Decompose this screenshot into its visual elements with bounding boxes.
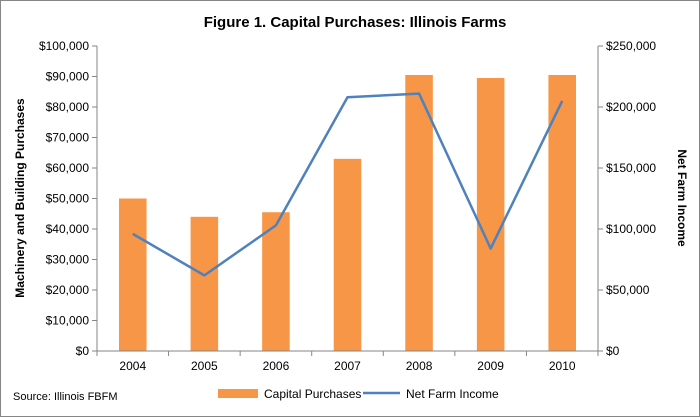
left-axis-ticks: $0 $10,000 $20,000 $30,000 $40,000 $50,000 $60… [39,39,89,358]
bar-2010 [548,74,576,351]
bars-capital-purchases [119,74,576,352]
right-tick-label: $0 [606,344,620,358]
left-tick-label: $80,000 [46,100,90,114]
left-tick-label: $60,000 [46,161,90,175]
bar-2008 [405,74,433,351]
x-tick-label: 2006 [263,359,290,373]
left-tick-label: $20,000 [46,283,90,297]
right-tick-label: $200,000 [606,100,656,114]
right-tick-label: $50,000 [606,283,650,297]
right-tick-label: $100,000 [606,222,656,236]
right-axis-ticks: $0 $50,000 $100,000 $150,000 $200,000 $250,00… [606,39,656,358]
legend-swatch-capital-purchases [218,389,258,398]
x-tick-label: 2007 [334,359,361,373]
left-tick-label: $10,000 [46,314,90,328]
left-tick-label: $90,000 [46,70,90,84]
x-tick-label: 2005 [191,359,218,373]
bar-2007 [333,158,362,351]
axes [92,45,603,356]
right-tick-label: $250,000 [606,39,656,53]
right-axis-title: Net Farm Income [675,149,689,247]
right-tick-label: $150,000 [606,161,656,175]
x-tick-label: 2004 [119,359,146,373]
x-tick-label: 2009 [477,359,504,373]
legend-label-capital-purchases: Capital Purchases [264,387,361,401]
left-tick-label: $30,000 [46,253,90,267]
left-tick-label: $50,000 [46,192,90,206]
bar-2006 [262,212,290,351]
x-tick-label: 2010 [549,359,576,373]
bar-2004 [119,198,147,351]
bar-2005 [190,216,219,351]
x-axis-ticks: 2004 2005 2006 2007 2008 2009 2010 [119,359,575,373]
chart-title: Figure 1. Capital Purchases: Illinois Fa… [204,14,507,31]
source-note: Source: Illinois FBFM [13,391,118,403]
line-net-farm-income [132,92,564,277]
left-tick-label: $40,000 [46,222,90,236]
x-tick-label: 2008 [406,359,433,373]
bar-2009 [476,78,505,352]
left-tick-label: $100,000 [39,39,89,53]
left-tick-label: $0 [76,344,90,358]
legend-label-net-farm-income: Net Farm Income [406,387,499,401]
left-tick-label: $70,000 [46,131,90,145]
left-axis-title: Machinery and Building Purchases [13,98,27,298]
legend: Capital Purchases Net Farm Income [218,387,499,401]
